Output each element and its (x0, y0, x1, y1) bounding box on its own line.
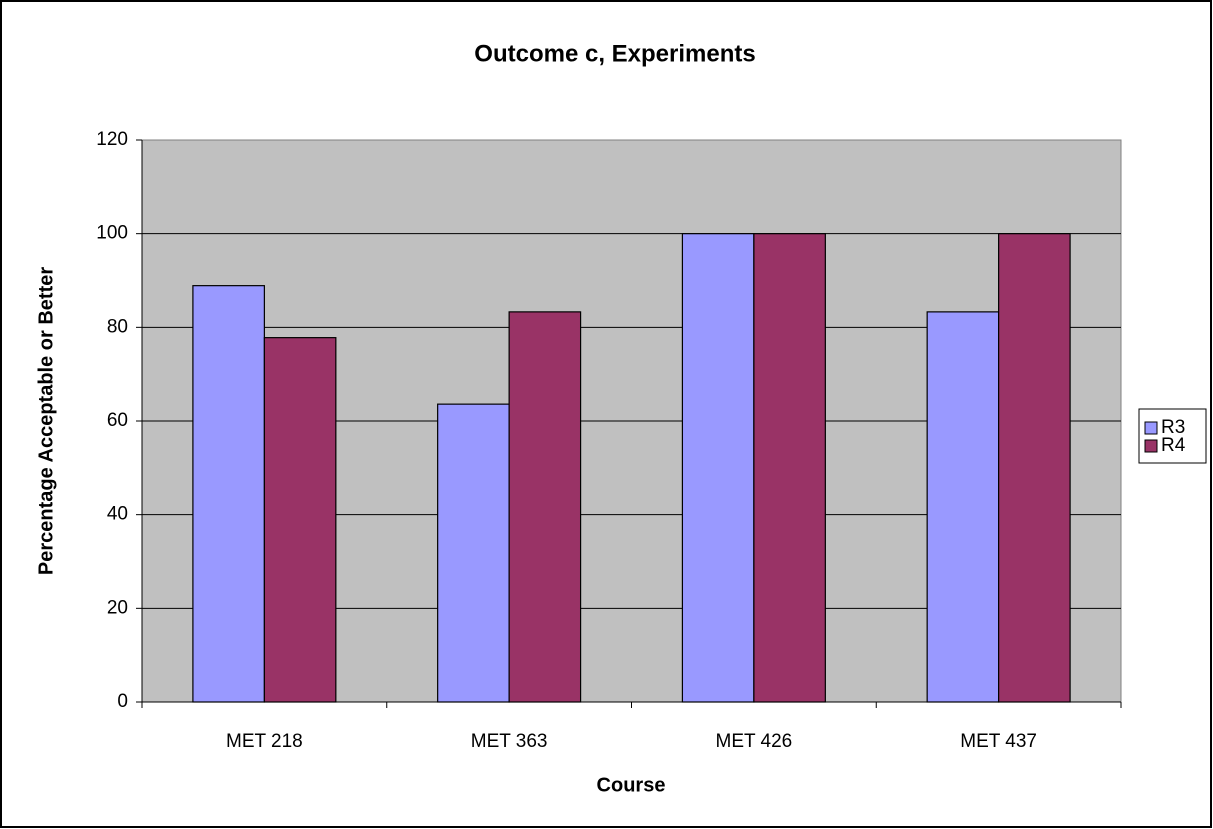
y-tick-label: 60 (107, 410, 128, 431)
y-tick-label: 120 (96, 129, 128, 150)
chart-title: Outcome c, Experiments (474, 40, 755, 67)
x-tick-label: MET 437 (960, 731, 1037, 752)
y-axis-label: Percentage Acceptable or Better (35, 267, 57, 575)
x-tick-label: MET 363 (471, 731, 548, 752)
y-tick-label: 100 (96, 223, 128, 244)
bar (192, 285, 265, 703)
y-tick-label: 0 (117, 691, 128, 712)
bar (681, 233, 755, 703)
legend-label: R3 (1161, 417, 1185, 438)
legend-swatch (1144, 439, 1158, 453)
bar (753, 233, 826, 703)
y-tick-label: 80 (107, 316, 128, 337)
legend-label: R4 (1161, 435, 1186, 456)
legend (1138, 408, 1207, 464)
bar (926, 311, 1000, 703)
legend-swatch (1144, 421, 1158, 435)
x-tick-label: MET 218 (226, 731, 303, 752)
x-tick-label: MET 426 (716, 731, 793, 752)
x-axis-label: Course (597, 774, 666, 796)
bar (263, 337, 337, 703)
bar (998, 233, 1071, 703)
bar (508, 311, 582, 703)
y-tick-label: 20 (107, 597, 128, 618)
y-tick-label: 40 (107, 504, 128, 525)
bar (437, 403, 510, 703)
